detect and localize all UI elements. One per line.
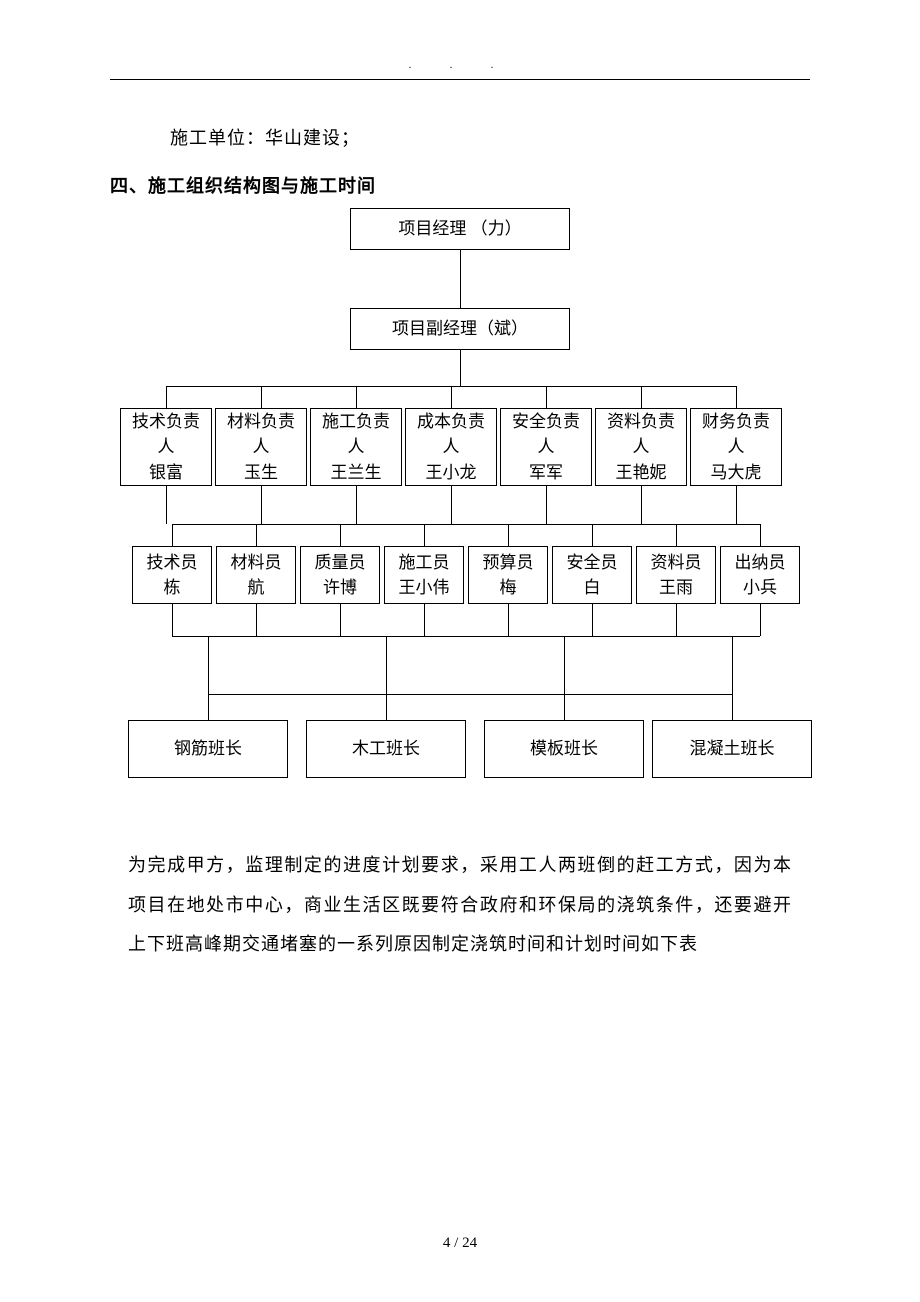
org-box-l4-0: 技术员栋 xyxy=(132,546,212,604)
org-box-deputy-pm: 项目副经理（斌） xyxy=(350,308,570,350)
org-box-l5-2: 模板班长 xyxy=(484,720,644,778)
page-number: 4 / 24 xyxy=(0,1235,920,1252)
org-box-l3-2: 施工负责人王兰生 xyxy=(310,408,402,486)
org-box-l4-3: 施工员王小伟 xyxy=(384,546,464,604)
org-box-l4-4: 预算员梅 xyxy=(468,546,548,604)
section-heading: 四、施工组织结构图与施工时间 xyxy=(110,172,810,198)
org-box-l5-3: 混凝土班长 xyxy=(652,720,812,778)
org-box-l3-5: 资料负责人王艳妮 xyxy=(595,408,687,486)
org-box-l5-1: 木工班长 xyxy=(306,720,466,778)
org-box-l4-2: 质量员许博 xyxy=(300,546,380,604)
org-box-l3-6: 财务负责人马大虎 xyxy=(690,408,782,486)
header-dots: . . . xyxy=(110,60,810,71)
org-box-l3-0: 技术负责人银富 xyxy=(120,408,212,486)
org-box-l3-4: 安全负责人军军 xyxy=(500,408,592,486)
org-chart: 项目经理 （力） 项目副经理（斌） 技术负责人银富材料负责人玉生施工负责人王兰生成本… xyxy=(110,208,810,828)
document-page: . . . 施工单位：华山建设； 四、施工组织结构图与施工时间 项目经理 （力）… xyxy=(0,0,920,1302)
org-box-l4-5: 安全员白 xyxy=(552,546,632,604)
body-paragraph: 为完成甲方，监理制定的进度计划要求，采用工人两班倒的赶工方式，因为本项目在地处市… xyxy=(110,846,810,965)
org-box-pm: 项目经理 （力） xyxy=(350,208,570,250)
org-box-l4-1: 材料员航 xyxy=(216,546,296,604)
org-box-l3-3: 成本负责人王小龙 xyxy=(405,408,497,486)
org-box-l5-0: 钢筋班长 xyxy=(128,720,288,778)
org-box-l4-6: 资料员王雨 xyxy=(636,546,716,604)
org-box-l4-7: 出纳员小兵 xyxy=(720,546,800,604)
header-rule xyxy=(110,79,810,80)
construction-unit-line: 施工单位：华山建设； xyxy=(170,124,810,150)
org-box-l3-1: 材料负责人玉生 xyxy=(215,408,307,486)
